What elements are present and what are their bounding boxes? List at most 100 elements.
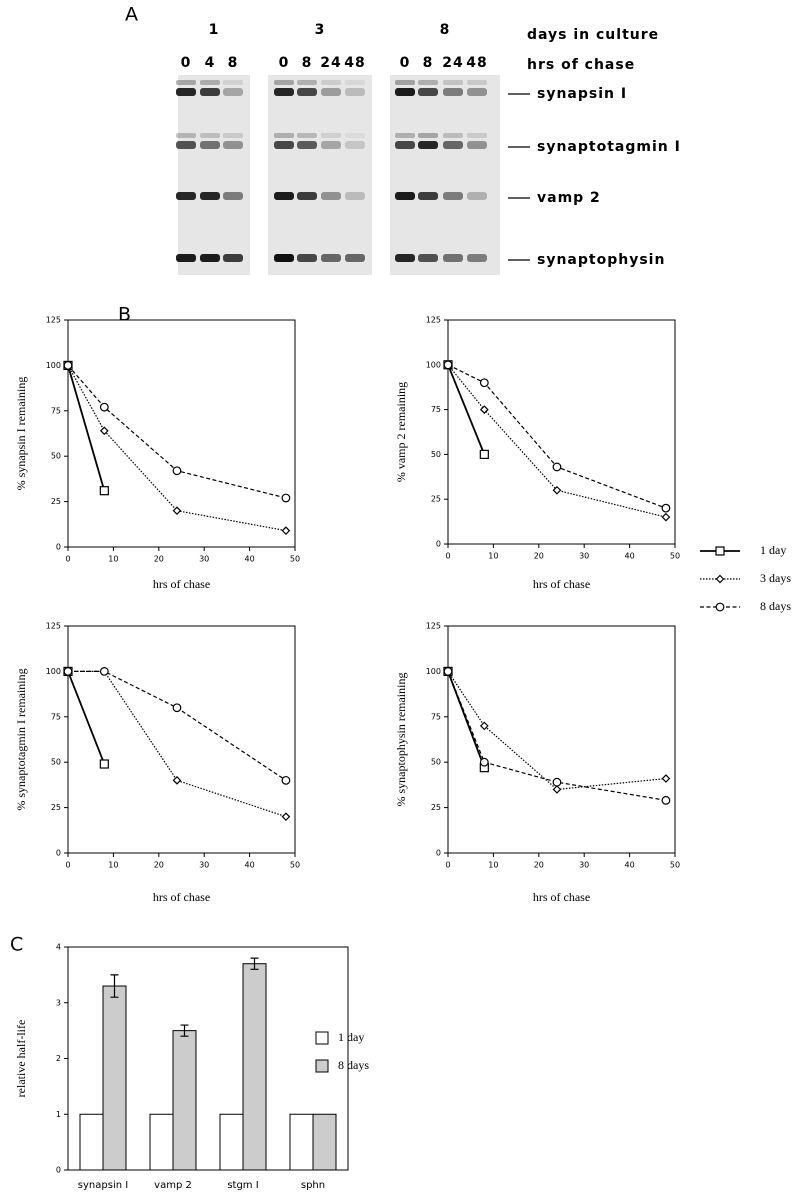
blot-band <box>274 88 294 96</box>
blot-band <box>223 88 243 96</box>
blot-band <box>321 141 341 149</box>
y-tick-label: 125 <box>46 622 61 631</box>
y-tick-label: 0 <box>56 543 61 552</box>
legend-label: 1 day <box>760 543 786 557</box>
y-tick-label: 125 <box>426 316 441 325</box>
x-tick-label: 0 <box>65 861 70 870</box>
y-tick-label: 25 <box>51 803 61 812</box>
x-axis-label: hrs of chase <box>533 577 590 591</box>
y-tick-label: 125 <box>426 622 441 631</box>
blot-band <box>467 254 487 262</box>
blot-band <box>223 192 243 200</box>
lane-label: 24 <box>320 55 341 71</box>
series-line <box>67 671 106 765</box>
blot-band <box>345 133 365 138</box>
bar <box>312 1113 337 1171</box>
blot-band <box>274 133 294 138</box>
y-tick-label: 25 <box>431 803 441 812</box>
x-tick-label: 0 <box>445 861 450 870</box>
x-axis-label: hrs of chase <box>533 890 590 904</box>
blot-band <box>395 88 415 96</box>
lane-label: 8 <box>423 55 434 71</box>
y-tick-label: 0 <box>56 1166 61 1175</box>
legend-swatch <box>315 1059 329 1073</box>
y-tick-label: 50 <box>431 450 441 459</box>
x-tick-label: 30 <box>579 552 589 561</box>
blot-band <box>200 133 220 138</box>
blot-band <box>395 192 415 200</box>
lane-label: 8 <box>302 55 313 71</box>
error-bar <box>180 1024 189 1037</box>
blot-band <box>274 141 294 149</box>
data-point <box>479 449 489 459</box>
x-axis-label: hrs of chase <box>153 890 210 904</box>
lane-label: 24 <box>442 55 463 71</box>
legend-marker <box>715 546 725 556</box>
x-tick-label: 10 <box>488 861 498 870</box>
y-tick-label: 25 <box>431 495 441 504</box>
data-point <box>281 812 291 822</box>
data-point <box>661 774 671 783</box>
x-tick-label: 30 <box>199 555 209 564</box>
y-tick-label: 50 <box>51 758 61 767</box>
x-tick-label: sphn <box>301 1180 325 1191</box>
plot-frame <box>447 625 676 854</box>
x-tick-label: 30 <box>199 861 209 870</box>
blot-background <box>390 75 500 275</box>
blot-band <box>297 80 317 85</box>
bar <box>172 1030 197 1171</box>
y-axis-label: % synaptophysin remaining <box>394 673 408 807</box>
y-tick-label: 0 <box>436 540 441 549</box>
blot-band <box>223 80 243 85</box>
error-bar <box>250 957 259 970</box>
data-point <box>552 785 562 794</box>
legend-marker <box>715 574 725 584</box>
data-point <box>479 378 489 388</box>
blot-band <box>467 80 487 85</box>
blot-band <box>176 80 196 85</box>
blot-band <box>345 80 365 85</box>
blot-band <box>345 192 365 200</box>
blot-band <box>395 141 415 149</box>
data-point <box>281 775 291 785</box>
legend-label: 3 days <box>760 571 791 585</box>
blot-band <box>418 80 438 85</box>
series-line <box>447 671 667 801</box>
bar <box>79 1113 104 1171</box>
blot-band <box>200 254 220 262</box>
error-bar <box>110 974 119 998</box>
blot-band <box>443 88 463 96</box>
x-tick-label: 20 <box>534 552 544 561</box>
y-tick-label: 100 <box>426 360 441 369</box>
x-tick-label: 50 <box>670 861 680 870</box>
series-line <box>447 364 667 518</box>
blot-band <box>418 133 438 138</box>
y-tick-label: 1 <box>56 1110 61 1119</box>
blot-band <box>200 141 220 149</box>
data-point <box>443 667 453 676</box>
x-tick-label: 50 <box>290 555 300 564</box>
blot-band <box>443 80 463 85</box>
series-line <box>67 365 287 532</box>
day-label: 3 <box>315 22 326 38</box>
legend-swatch <box>315 1031 329 1045</box>
legend-label: 8 days <box>338 1058 369 1072</box>
y-tick-label: 75 <box>51 406 61 415</box>
data-point <box>552 485 562 495</box>
blot-band <box>176 192 196 200</box>
legend-label: 8 days <box>760 599 791 613</box>
bar <box>289 1113 314 1171</box>
data-point <box>172 506 182 516</box>
day-label: 8 <box>440 22 451 38</box>
blot-band <box>321 80 341 85</box>
x-tick-label: 40 <box>625 552 635 561</box>
x-tick-label: 30 <box>579 861 589 870</box>
blot-band <box>274 192 294 200</box>
panel-label: A <box>125 4 138 26</box>
y-tick-label: 50 <box>431 758 441 767</box>
protein-label: vamp 2 <box>537 190 601 206</box>
data-point <box>99 426 109 436</box>
y-tick-label: 25 <box>51 497 61 506</box>
data-point <box>99 759 109 769</box>
